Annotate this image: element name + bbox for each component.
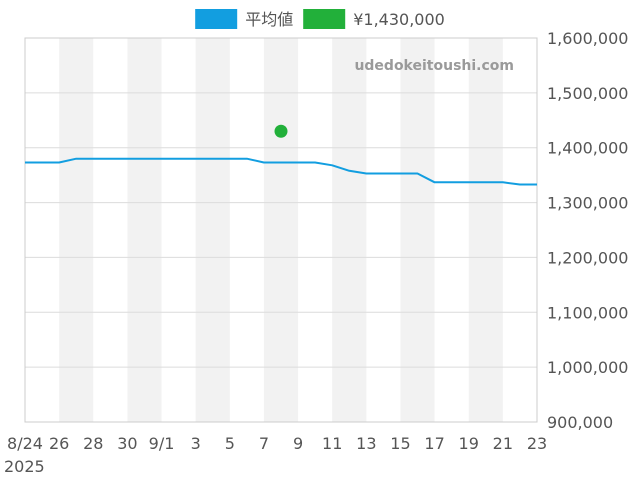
series-line-average [25,157,537,186]
legend-swatch [303,9,346,29]
y-tick-label: 1,200,000 [547,248,628,267]
x-tick-label: 7 [259,434,269,453]
background-band [468,38,503,422]
x-tick-label: 21 [493,434,513,453]
background-band [127,38,162,422]
x-tick-label: 9/1 [149,434,175,453]
x-tick-label: 23 [527,434,547,453]
x-axis-ticks: 8/24 26 28 30 9/1 3 5 7 9 11 13 15 17 19 21 23 [7,434,547,453]
background-band [59,38,94,422]
x-tick-label: 26 [49,434,69,453]
y-tick-label: 1,300,000 [547,194,628,213]
x-tick-label: 5 [225,434,235,453]
background-band [195,38,230,422]
legend-label: ¥1,430,000 [353,10,445,29]
series-layer [25,124,537,186]
y-tick-label: 1,000,000 [547,358,628,377]
x-tick-label: 8/24 [7,434,43,453]
y-tick-label: 1,400,000 [547,139,628,158]
x-tick-label: 30 [117,434,137,453]
legend-label: 平均値 [245,10,293,29]
x-tick-label: 15 [390,434,410,453]
y-tick-label: 1,600,000 [547,29,628,48]
watermark: udedokeitoushi.com [354,58,514,74]
legend-item[interactable]: 平均値 [195,9,293,29]
background-band [263,38,299,422]
plot-frame [24,37,538,423]
background-band [332,38,367,422]
x-tick-label: 19 [459,434,479,453]
alternating-bands [59,38,503,422]
legend-swatch [195,9,238,29]
x-tick-label: 17 [424,434,444,453]
legend[interactable]: 平均値 ¥1,430,000 [195,9,445,29]
y-axis-ticks: 1,600,000 1,500,000 1,400,000 1,300,000 1,20… [547,29,628,432]
x-tick-label: 9 [293,434,303,453]
data-point [274,124,288,138]
x-year-label: 2025 [4,457,45,476]
x-tick-label: 28 [83,434,103,453]
y-tick-label: 1,100,000 [547,303,628,322]
y-tick-label: 1,500,000 [547,84,628,103]
legend-item[interactable]: ¥1,430,000 [303,9,445,29]
x-tick-label: 13 [356,434,376,453]
gridlines [25,92,537,368]
background-band [400,38,435,422]
x-tick-label: 11 [322,434,342,453]
y-tick-label: 900,000 [547,413,613,432]
x-tick-label: 3 [191,434,201,453]
